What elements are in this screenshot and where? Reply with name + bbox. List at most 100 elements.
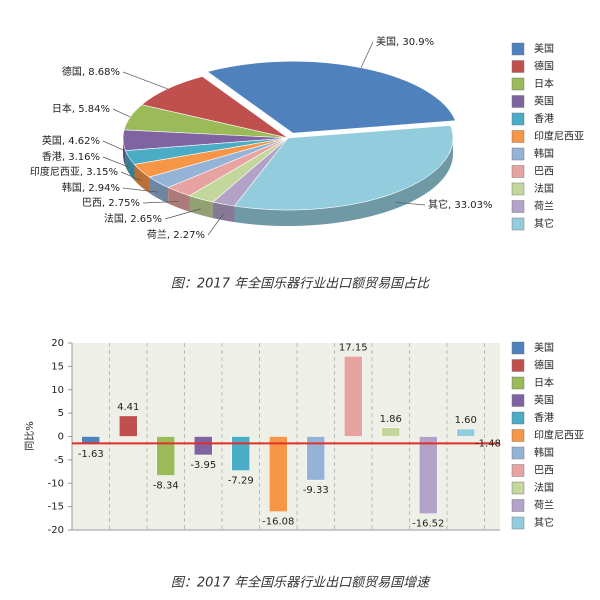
legend-swatch xyxy=(511,411,525,425)
label-leader xyxy=(112,108,131,118)
label-leader xyxy=(142,201,179,204)
legend-swatch xyxy=(511,147,525,161)
data-label: -9.33 xyxy=(303,485,329,496)
data-label: 法国, 2.65% xyxy=(104,212,162,225)
data-label: 韩国, 2.94% xyxy=(62,181,120,194)
bar xyxy=(344,356,363,437)
legend-label: 美国 xyxy=(534,42,554,55)
bar-caption: 图：2017 年全国乐器行业出口额贸易国增速 xyxy=(171,575,431,591)
legend-label: 美国 xyxy=(534,341,554,354)
label-leader xyxy=(122,187,159,193)
legend-swatch xyxy=(511,165,525,178)
pie-slice xyxy=(233,125,454,211)
slice-side xyxy=(134,164,150,194)
data-label: -16.52 xyxy=(412,519,444,530)
slice-side xyxy=(189,195,213,219)
bar xyxy=(231,436,250,471)
legend-label: 巴西 xyxy=(534,465,554,477)
slice-shade xyxy=(234,138,453,226)
y-tick-label: 5 xyxy=(58,408,64,419)
legend-label: 香港 xyxy=(534,113,554,125)
data-label: 巴西, 2.75% xyxy=(82,197,140,209)
data-label: 其它, 33.03% xyxy=(428,198,493,211)
legend-swatch xyxy=(511,429,525,442)
legend-label: 荷兰 xyxy=(534,499,554,512)
pie-caption: 图：2017 年全国乐器行业出口额贸易国占比 xyxy=(171,276,430,292)
slice-shade xyxy=(149,177,169,204)
legend-label: 德国 xyxy=(534,60,554,73)
bar xyxy=(456,428,475,437)
legend-label: 德国 xyxy=(534,359,554,372)
bar xyxy=(306,436,325,481)
label-leader xyxy=(102,140,124,151)
data-label: -3.95 xyxy=(190,460,216,471)
bar xyxy=(119,415,138,437)
legend-swatch xyxy=(511,446,525,460)
legend-label: 荷兰 xyxy=(534,200,554,213)
data-label: 德国, 8.68% xyxy=(62,65,120,78)
data-label: -16.08 xyxy=(262,517,294,528)
slice-shade xyxy=(125,150,135,181)
slice-side xyxy=(125,150,135,181)
legend-label: 英国 xyxy=(534,394,554,407)
bar xyxy=(381,427,400,437)
pie-slice xyxy=(140,76,289,139)
slice-side xyxy=(149,177,169,204)
label-leader xyxy=(395,201,426,206)
data-label: 1.60 xyxy=(455,415,477,426)
legend-swatch xyxy=(511,112,525,126)
legend-label: 印度尼西亚 xyxy=(534,130,584,143)
legend-label: 香港 xyxy=(534,412,554,424)
data-label: 4.41 xyxy=(117,402,139,413)
legend-swatch xyxy=(511,516,525,530)
label-leader xyxy=(360,41,374,68)
label-leader xyxy=(102,156,130,168)
legend-swatch xyxy=(511,481,525,495)
slice-shade xyxy=(134,164,150,194)
data-label: -1.63 xyxy=(78,449,104,460)
data-label: 日本, 5.84% xyxy=(52,102,110,115)
legend-swatch xyxy=(511,499,525,512)
slice-side xyxy=(234,138,453,226)
y-tick-label: -15 xyxy=(48,502,64,513)
y-tick-label: 20 xyxy=(51,338,64,349)
legend-label: 其它 xyxy=(534,217,554,230)
data-label: 美国, 30.9% xyxy=(376,35,434,48)
data-label: 英国, 4.62% xyxy=(42,134,100,147)
legend-label: 其它 xyxy=(534,516,554,529)
legend-swatch xyxy=(511,376,525,390)
legend-label: 英国 xyxy=(534,95,554,108)
legend-label: 法国 xyxy=(534,182,554,195)
legend-swatch xyxy=(511,77,525,91)
reference-label: -1.48 xyxy=(475,438,501,449)
bar xyxy=(419,436,438,514)
legend-swatch xyxy=(511,359,525,372)
y-axis-title: 同比% xyxy=(24,421,36,451)
legend-swatch xyxy=(511,200,525,213)
legend-label: 巴西 xyxy=(534,166,554,178)
legend-label: 印度尼西亚 xyxy=(534,429,584,442)
label-leader xyxy=(120,171,142,181)
legend-swatch xyxy=(511,42,525,56)
y-tick-label: 0 xyxy=(58,432,64,443)
y-tick-label: 15 xyxy=(51,361,64,372)
label-leader xyxy=(122,71,168,90)
y-tick-label: -20 xyxy=(48,525,64,536)
y-tick-label: -10 xyxy=(48,478,64,489)
legend-swatch xyxy=(511,130,525,143)
slice-shade xyxy=(189,195,213,219)
legend-label: 韩国 xyxy=(534,446,554,459)
bar xyxy=(194,436,213,456)
legend-label: 日本 xyxy=(534,77,554,90)
data-label: 17.15 xyxy=(339,342,368,353)
data-label: 1.86 xyxy=(380,414,402,425)
label-leader xyxy=(207,213,224,236)
bar xyxy=(156,436,175,476)
slice-side xyxy=(212,202,235,223)
legend-swatch xyxy=(511,394,525,407)
data-label: -7.29 xyxy=(228,476,254,487)
legend-swatch xyxy=(511,95,525,108)
bar xyxy=(269,436,288,512)
y-tick-label: 10 xyxy=(51,385,64,396)
data-label: 印度尼西亚, 3.15% xyxy=(30,165,118,178)
